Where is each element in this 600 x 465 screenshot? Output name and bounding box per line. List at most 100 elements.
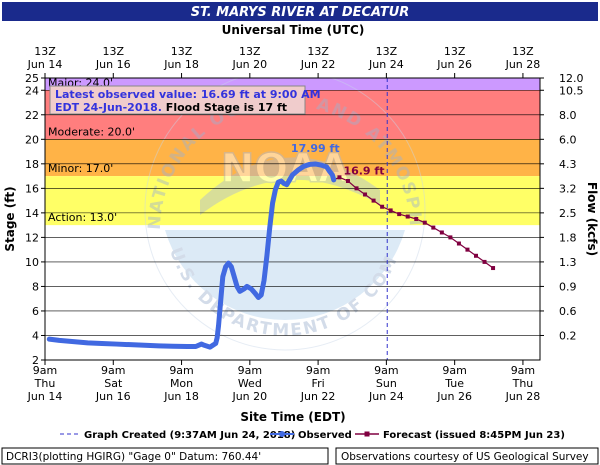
- band-action: [45, 176, 540, 226]
- flow-tick-label: 2.5: [559, 207, 577, 220]
- flood-category-bands: [45, 78, 540, 226]
- utc-tick-label: Jun 14: [27, 58, 63, 71]
- footer-left-box: [1, 447, 329, 465]
- time-tick-label: Tue: [444, 377, 464, 390]
- footer-credit: Observations courtesy of US Geological S…: [341, 451, 589, 463]
- time-tick-label: Jun 20: [231, 390, 267, 403]
- flow-tick-label: 8.0: [559, 109, 577, 122]
- stage-tick-label: 10: [25, 256, 39, 269]
- stage-tick-label: 16: [25, 182, 39, 195]
- svg-text:EDT 24-Jun-2018. Flood Stage i: EDT 24-Jun-2018. Flood Stage is 17 ft: [55, 101, 287, 114]
- time-tick-label: Thu: [34, 377, 56, 390]
- stage-tick-label: 22: [25, 109, 39, 122]
- flow-axis-label: Flow (kcfs): [585, 182, 599, 256]
- stage-tick-label: 12: [25, 231, 39, 244]
- forecast-point: [473, 253, 478, 258]
- stage-tick-label: 24: [25, 84, 39, 97]
- utc-tick-label: Jun 24: [368, 58, 404, 71]
- chart-title: ST. MARYS RIVER AT DECATUR: [191, 5, 410, 20]
- flow-tick-label: 6.0: [559, 133, 577, 146]
- time-tick-label: Jun 18: [163, 390, 199, 403]
- time-tick-label: 9am: [169, 364, 193, 377]
- time-tick-label: Sat: [104, 377, 123, 390]
- flow-tick-label: 0.6: [559, 305, 577, 318]
- time-tick-label: Sun: [376, 377, 397, 390]
- utc-tick-label: 13Z: [239, 45, 261, 58]
- forecast-point: [397, 212, 402, 217]
- band-label-moderate: Moderate: 20.0': [48, 125, 135, 138]
- band-label-minor: Minor: 17.0': [48, 162, 113, 175]
- utc-tick-label: 13Z: [512, 45, 534, 58]
- band-minor: [45, 139, 540, 177]
- top-axis-label: Universal Time (UTC): [222, 23, 365, 37]
- time-tick-label: Wed: [238, 377, 262, 390]
- time-tick-label: 9am: [374, 364, 398, 377]
- utc-tick-label: 13Z: [307, 45, 329, 58]
- peak-label: 17.99 ft: [291, 142, 340, 155]
- plot-frame: [44, 77, 541, 361]
- forecast-point: [482, 259, 487, 264]
- time-tick-label: 9am: [306, 364, 330, 377]
- info-line-2-date: EDT 24-Jun-2018.: [55, 101, 162, 114]
- flow-tick-label: 12.0: [559, 72, 584, 85]
- flow-tick-label: 1.8: [559, 231, 577, 244]
- forecast-point: [456, 241, 461, 246]
- forecast-point: [380, 204, 385, 209]
- site-time-axis-label: Site Time (EDT): [240, 410, 345, 424]
- stage-axis-label: Stage (ft): [3, 186, 17, 251]
- forecast-point: [431, 225, 436, 230]
- legend-forecast: Forecast (issued 8:45PM Jun 23): [383, 430, 565, 441]
- stage-tick-label: 20: [25, 133, 39, 146]
- footer-datum: DCRI3(plotting HGIRG) "Gage 0" Datum: 76…: [6, 451, 261, 463]
- stage-tick-label: 14: [25, 207, 39, 220]
- utc-tick-label: 13Z: [103, 45, 125, 58]
- time-tick-label: 9am: [101, 364, 125, 377]
- utc-tick-label: Jun 26: [436, 58, 472, 71]
- info-box: Latest observed value: 16.69 ft at 9:00 …: [49, 85, 321, 115]
- forecast-point: [491, 266, 496, 271]
- stage-tick-label: 4: [32, 329, 39, 342]
- time-tick-label: Mon: [170, 377, 193, 390]
- time-tick-label: Jun 28: [505, 390, 541, 403]
- stage-tick-label: 6: [32, 305, 39, 318]
- forecast-point: [345, 178, 350, 183]
- stage-tick-label: 25: [25, 72, 39, 85]
- forecast-point: [465, 247, 470, 252]
- flow-tick-label: 3.2: [559, 182, 577, 195]
- stage-tick-label: 18: [25, 158, 39, 171]
- forecast-point: [337, 175, 342, 180]
- info-line-1: Latest observed value: 16.69 ft at 9:00 …: [55, 88, 321, 101]
- utc-tick-label: Jun 20: [231, 58, 267, 71]
- forecast-points: [337, 175, 496, 271]
- time-tick-label: 9am: [442, 364, 466, 377]
- time-tick-label: Jun 16: [95, 390, 131, 403]
- time-tick-label: Thu: [512, 377, 534, 390]
- footer-right-box: [335, 447, 599, 465]
- time-tick-label: Fri: [312, 377, 325, 390]
- time-tick-label: Jun 24: [368, 390, 404, 403]
- flow-tick-label: 10.5: [559, 84, 584, 97]
- utc-tick-label: 13Z: [171, 45, 193, 58]
- title-bar: [2, 2, 598, 21]
- flow-tick-label: 4.3: [559, 158, 577, 171]
- forecast-point: [354, 186, 359, 191]
- legend-graph-created: Graph Created (9:37AM Jun 24, 2018): [84, 430, 295, 441]
- flow-tick-label: 1.3: [559, 256, 577, 269]
- time-tick-label: Jun 22: [300, 390, 336, 403]
- utc-tick-label: Jun 16: [95, 58, 131, 71]
- legend-observed: Observed: [298, 430, 352, 441]
- forecast-point: [405, 214, 410, 219]
- forecast-point: [414, 217, 419, 221]
- utc-tick-label: Jun 28: [505, 58, 541, 71]
- utc-tick-label: 13Z: [34, 45, 56, 58]
- utc-tick-label: Jun 22: [300, 58, 336, 71]
- band-label-action: Action: 13.0': [48, 211, 117, 224]
- forecast-point: [371, 198, 376, 203]
- stage-tick-label: 2: [32, 354, 39, 367]
- time-tick-label: Jun 26: [436, 390, 472, 403]
- utc-tick-label: Jun 18: [163, 58, 199, 71]
- time-tick-label: 9am: [511, 364, 535, 377]
